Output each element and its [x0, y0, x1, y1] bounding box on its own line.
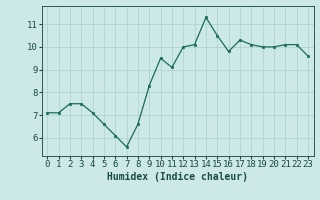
X-axis label: Humidex (Indice chaleur): Humidex (Indice chaleur) — [107, 172, 248, 182]
